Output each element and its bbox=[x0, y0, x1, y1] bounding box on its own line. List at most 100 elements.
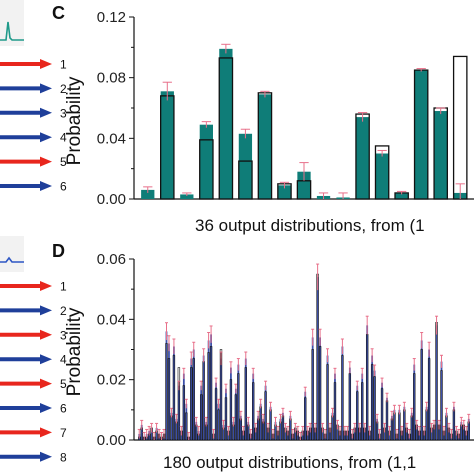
bar-group bbox=[177, 367, 181, 441]
theory-bar-outline bbox=[380, 388, 384, 441]
bar-group bbox=[335, 419, 339, 441]
measured-bar bbox=[160, 91, 174, 199]
measured-bar bbox=[413, 364, 416, 440]
legend-item-1: 1 bbox=[0, 280, 67, 294]
bar-group bbox=[328, 422, 332, 441]
bar-group bbox=[218, 43, 234, 200]
bar-group bbox=[192, 341, 196, 441]
theory-bar-outline bbox=[370, 364, 374, 441]
theory-bar-outline bbox=[452, 55, 468, 200]
bar-group bbox=[236, 358, 240, 441]
bar-group bbox=[293, 422, 297, 441]
measured-bar bbox=[393, 409, 396, 440]
bar-group bbox=[217, 398, 221, 441]
bar-group bbox=[355, 112, 370, 200]
y-tick-label: 0.08 bbox=[97, 70, 126, 87]
bar-group bbox=[343, 425, 347, 441]
bar-group bbox=[321, 422, 325, 441]
bar-group bbox=[316, 192, 331, 199]
measured-bar bbox=[361, 373, 364, 440]
y-tick-label: 0.06 bbox=[97, 251, 126, 268]
legend-item-6: 6 bbox=[0, 180, 67, 194]
theory-bar-outline bbox=[311, 349, 314, 441]
bar-group bbox=[462, 419, 466, 441]
legend-bottom: 1 2 3 4 5 6 7 8 bbox=[0, 280, 67, 464]
bar-group bbox=[184, 398, 188, 441]
bar-group bbox=[412, 358, 416, 441]
legend-item-3: 3 bbox=[0, 328, 67, 342]
bar-group bbox=[313, 422, 317, 441]
measured-bar bbox=[435, 325, 438, 440]
bar-group bbox=[276, 425, 280, 441]
measured-bar bbox=[371, 355, 374, 440]
bar-group bbox=[348, 361, 352, 441]
measured-bar bbox=[180, 194, 194, 199]
measured-bar bbox=[257, 415, 260, 440]
measured-bar bbox=[140, 424, 143, 440]
bar-group bbox=[152, 431, 156, 441]
theory-bar-outline bbox=[234, 394, 238, 441]
bar-group bbox=[202, 348, 206, 441]
bar-group bbox=[433, 107, 448, 200]
bar-group bbox=[254, 422, 258, 441]
bar-group bbox=[283, 422, 287, 441]
measured-bar bbox=[247, 421, 250, 440]
panel-d-yticks: 0.00 0.02 0.04 0.06 bbox=[97, 251, 474, 449]
bar-group bbox=[437, 419, 441, 441]
legend-item-4: 4 bbox=[0, 131, 67, 145]
bar-group bbox=[311, 328, 315, 441]
bar-group bbox=[360, 367, 364, 441]
panel-c-chart: C Probability 0.00 0.04 0.08 0.12 36 output… bbox=[52, 3, 474, 235]
theory-bar-outline bbox=[214, 388, 218, 441]
bar-group bbox=[385, 392, 389, 441]
theory-bar-outline bbox=[199, 139, 214, 200]
bar-group bbox=[380, 377, 384, 441]
measured-bar bbox=[269, 406, 272, 440]
legend-label: 4 bbox=[60, 131, 67, 145]
bar-group bbox=[246, 416, 250, 441]
legend-label: 5 bbox=[60, 377, 67, 391]
bar-group bbox=[407, 428, 411, 441]
measured-bar bbox=[141, 189, 155, 199]
measured-bar bbox=[373, 370, 376, 440]
panel-c-bars bbox=[141, 43, 468, 200]
arrow-icon bbox=[40, 281, 52, 291]
measured-bar bbox=[219, 48, 233, 199]
measured-bar bbox=[282, 412, 284, 440]
legend-label: 3 bbox=[60, 106, 67, 120]
measured-bar bbox=[314, 427, 317, 440]
measured-bar bbox=[262, 418, 265, 440]
measured-bar bbox=[391, 415, 393, 440]
bar-group bbox=[440, 354, 444, 441]
arrow-icon bbox=[40, 427, 52, 438]
legend-label: 4 bbox=[60, 353, 67, 367]
bar-group bbox=[147, 425, 151, 441]
measured-bar bbox=[190, 358, 193, 440]
measured-bar bbox=[217, 403, 220, 440]
bar-group bbox=[363, 422, 367, 441]
measured-bar bbox=[195, 421, 198, 440]
theory-bar-outline bbox=[199, 394, 203, 441]
measured-bar bbox=[210, 334, 212, 440]
theory-bar-outline bbox=[252, 382, 255, 441]
arrow-icon bbox=[40, 83, 52, 94]
panel-c-xlabel: 36 output distributions, from (1 bbox=[195, 216, 425, 235]
measured-bar bbox=[381, 382, 383, 440]
measured-bar bbox=[150, 427, 153, 440]
theory-bar-outline bbox=[209, 346, 213, 441]
y-tick-label: 0.12 bbox=[97, 9, 126, 26]
arrow-icon bbox=[40, 305, 52, 316]
theory-bar-outline bbox=[413, 373, 416, 441]
measured-bar bbox=[363, 427, 366, 440]
bar-group bbox=[413, 68, 429, 200]
arrow-icon bbox=[40, 451, 52, 462]
theory-bar-outline bbox=[348, 373, 352, 441]
bar-group bbox=[435, 315, 439, 441]
measured-bar bbox=[185, 403, 188, 440]
theory-bar-outline bbox=[427, 358, 431, 441]
measured-bar bbox=[366, 325, 369, 440]
bar-group bbox=[182, 367, 186, 441]
bar-group bbox=[333, 367, 337, 441]
legend-label: 1 bbox=[60, 58, 67, 72]
